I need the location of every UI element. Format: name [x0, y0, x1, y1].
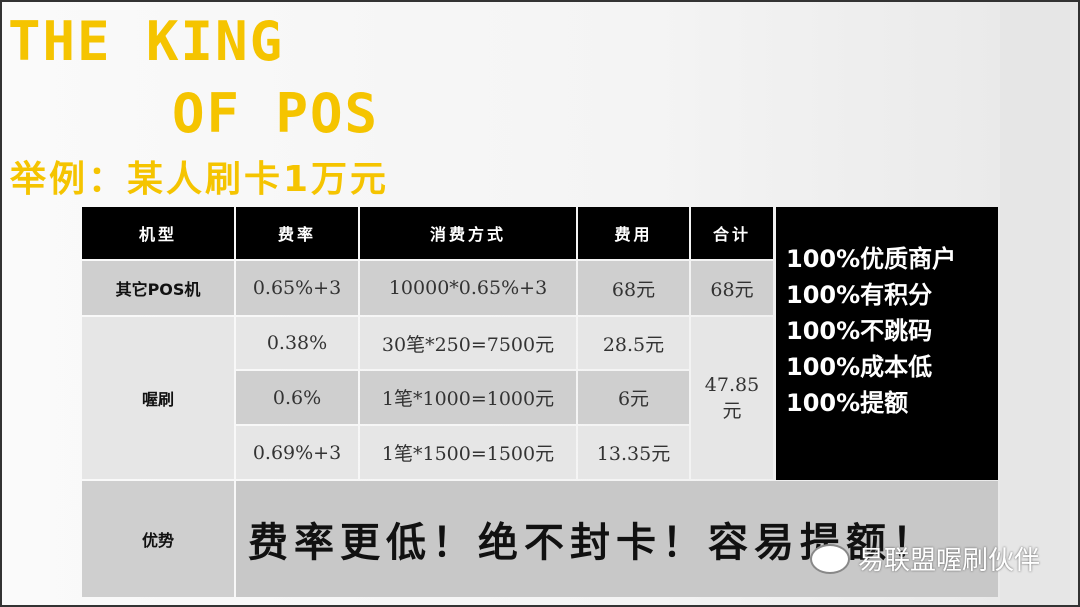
header-fee: 费用 [578, 207, 689, 259]
feature-item: 100%成本低 [786, 353, 933, 381]
background-panel [1000, 0, 1070, 605]
cell-other-total: 68元 [691, 261, 773, 315]
title-line-1: THE KING [8, 10, 285, 73]
feature-item: 100%提额 [786, 389, 909, 417]
watermark: 易联盟喔刷伙伴 [810, 540, 1040, 577]
feature-item: 100%优质商户 [786, 245, 957, 273]
cell-other-method: 10000*0.65%+3 [360, 261, 576, 315]
cell-wo-rate-2: 0.6% [236, 371, 358, 424]
cell-wo-fee-3: 13.35元 [578, 426, 689, 479]
feature-item: 100%不跳码 [786, 317, 933, 345]
cell-wo-fee-2: 6元 [578, 371, 689, 424]
header-method: 消费方式 [360, 207, 576, 259]
wo-total-value: 47.85 [704, 373, 760, 396]
header-total: 合计 [691, 207, 773, 259]
header-model: 机型 [82, 207, 234, 259]
wo-total-unit: 元 [722, 399, 742, 422]
subtitle: 举例：某人刷卡1万元 [10, 159, 390, 200]
title-line-2: OF POS [172, 82, 380, 145]
feature-item: 100%有积分 [786, 281, 933, 309]
cell-wo-rate-1: 0.38% [236, 317, 358, 369]
cell-other-rate: 0.65%+3 [236, 261, 358, 315]
cell-other-fee: 68元 [578, 261, 689, 315]
wechat-icon [810, 543, 850, 574]
watermark-text: 易联盟喔刷伙伴 [858, 546, 1041, 576]
cell-wo-rate-3: 0.69%+3 [236, 426, 358, 479]
cell-wo-model: 喔刷 [82, 317, 234, 479]
cell-wo-total: 47.85 元 [691, 317, 773, 479]
cell-wo-fee-1: 28.5元 [578, 317, 689, 369]
cell-wo-method-1: 30笔*250=7500元 [360, 317, 576, 369]
cell-advantage-label: 优势 [82, 481, 234, 597]
header-rate: 费率 [236, 207, 358, 259]
features-panel: 100%优质商户 100%有积分 100%不跳码 100%成本低 100%提额 [776, 207, 998, 480]
cell-wo-method-2: 1笔*1000=1000元 [360, 371, 576, 424]
cell-wo-method-3: 1笔*1500=1500元 [360, 426, 576, 479]
advantage-text: 费率更低！绝不封卡！容易提额！ [236, 481, 998, 597]
cell-other-model: 其它POS机 [82, 261, 234, 315]
